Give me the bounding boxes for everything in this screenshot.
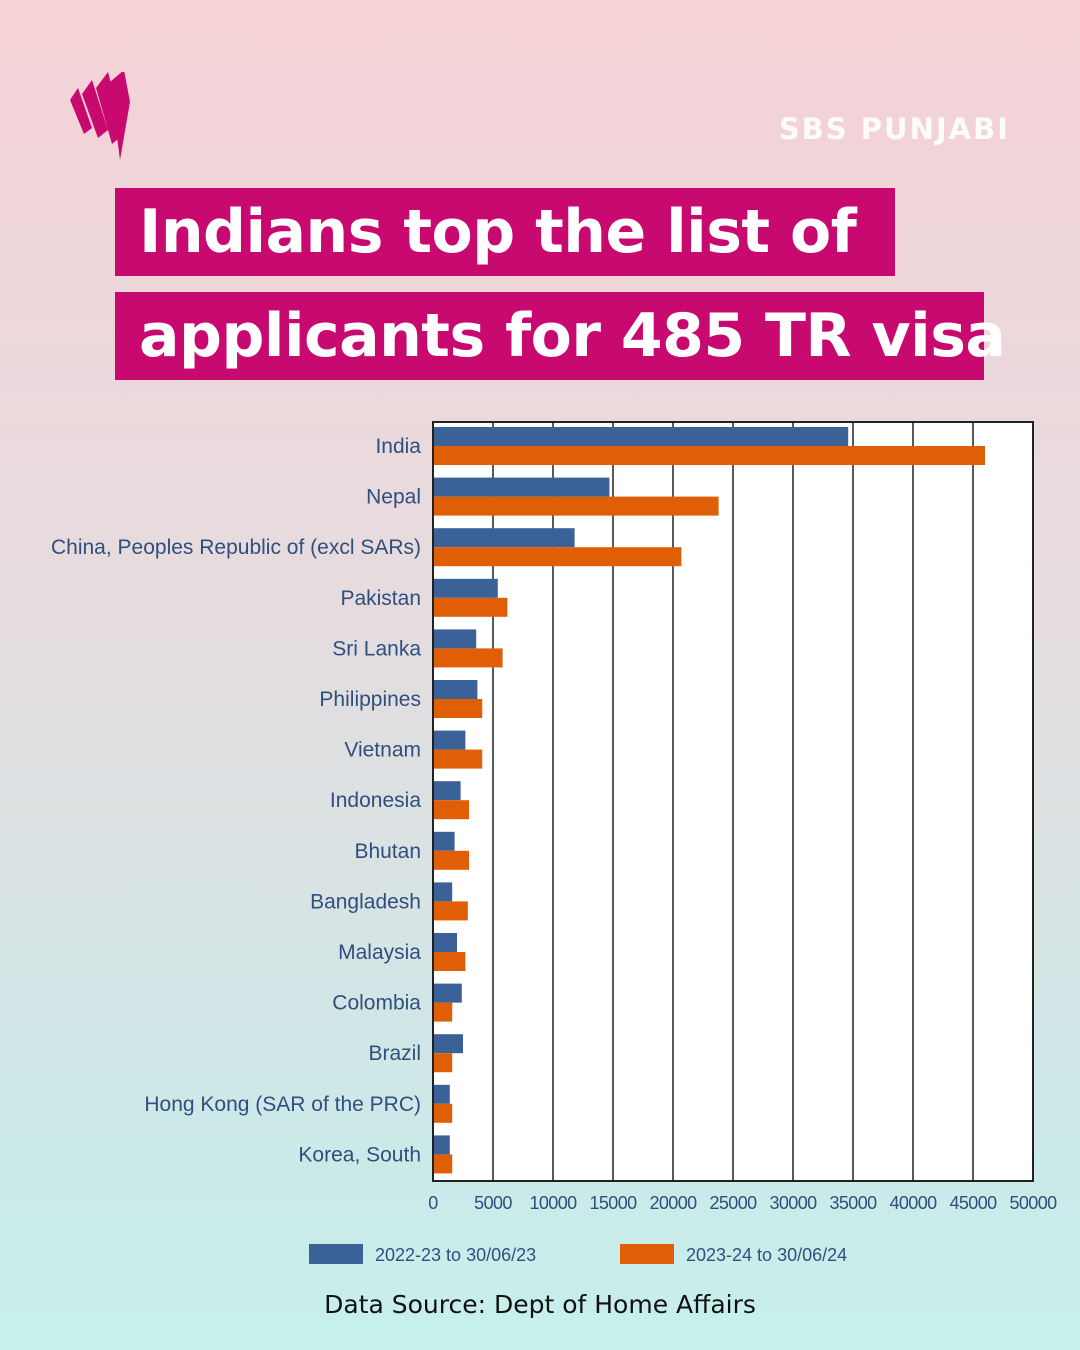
bar-1 (434, 882, 453, 902)
x-tick-label: 25000 (709, 1193, 757, 1213)
bar-1 (434, 629, 477, 649)
category-label: Colombia (332, 992, 421, 1015)
legend-swatch (309, 1244, 363, 1264)
bar-1 (434, 427, 849, 446)
x-tick-label: 10000 (529, 1193, 577, 1213)
category-label: China, Peoples Republic of (excl SARs) (51, 536, 421, 559)
legend-label: 2023-24 to 30/06/24 (686, 1245, 847, 1265)
bar-2 (434, 749, 483, 769)
bar-1 (434, 477, 610, 497)
x-tick-label: 0 (428, 1193, 438, 1213)
bar-2 (434, 800, 469, 820)
bar-1 (434, 730, 466, 750)
bar-2 (434, 446, 985, 465)
legend-label: 2022-23 to 30/06/23 (375, 1245, 536, 1265)
category-label: Philippines (319, 688, 421, 711)
bar-chart: India Nepal China, Peoples Republic of (ex… (51, 421, 1058, 1265)
bar-2 (434, 1053, 453, 1073)
data-source: Data Source: Dept of Home Affairs (324, 1290, 756, 1319)
x-tick-label: 45000 (949, 1193, 997, 1213)
bar-1 (434, 1135, 450, 1155)
x-tick-label: 30000 (769, 1193, 817, 1213)
category-label: Bhutan (354, 840, 421, 863)
chart-grid (433, 422, 1033, 1181)
x-tick-label: 5000 (474, 1193, 512, 1213)
page-title-line-1: Indians top the list of (115, 188, 895, 276)
bar-1 (434, 781, 461, 801)
x-tick-label: 50000 (1009, 1193, 1057, 1213)
category-label: Hong Kong (SAR of the PRC) (144, 1093, 421, 1116)
category-label: Vietnam (344, 739, 421, 762)
bar-1 (434, 1084, 450, 1104)
legend: 2022-23 to 30/06/23 2023-24 to 30/06/24 (309, 1244, 847, 1265)
bar-2 (434, 1103, 453, 1123)
bar-2 (434, 952, 466, 971)
bar-2 (434, 496, 719, 516)
x-tick-label: 15000 (589, 1193, 637, 1213)
bar-1 (434, 1034, 463, 1054)
brand-name: SBS PUNJABI (778, 112, 1010, 146)
x-tick-label: 20000 (649, 1193, 697, 1213)
bar-2 (434, 547, 682, 567)
category-label: India (375, 435, 421, 458)
bar-2 (434, 648, 503, 668)
category-label: Sri Lanka (332, 637, 421, 660)
category-label: Bangladesh (310, 890, 421, 913)
page-title-line-2: applicants for 485 TR visa (115, 292, 1006, 380)
bar-2 (434, 850, 469, 870)
bar-2 (434, 1002, 453, 1022)
category-label: Indonesia (330, 789, 421, 812)
legend-swatch (620, 1244, 674, 1264)
category-label: Pakistan (340, 587, 421, 610)
category-label: Brazil (368, 1042, 421, 1065)
bar-2 (434, 901, 468, 921)
bar-1 (434, 831, 455, 851)
category-label: Korea, South (298, 1143, 421, 1166)
bar-1 (434, 933, 457, 952)
bar-2 (434, 597, 508, 617)
sbs-logo-icon (70, 72, 130, 160)
bar-1 (434, 983, 462, 1003)
chart-bars (434, 427, 985, 1174)
category-label: Nepal (366, 486, 421, 509)
bar-1 (434, 680, 478, 699)
bar-1 (434, 528, 575, 548)
bar-2 (434, 1154, 453, 1174)
bar-2 (434, 699, 483, 718)
x-tick-label: 35000 (829, 1193, 877, 1213)
x-tick-labels: 0 5000 10000 15000 20000 25000 30000 35000 40000… (428, 1193, 1057, 1213)
x-tick-label: 40000 (889, 1193, 937, 1213)
bar-1 (434, 578, 498, 598)
category-labels: India Nepal China, Peoples Republic of (ex… (51, 435, 421, 1166)
category-label: Malaysia (338, 941, 421, 964)
plot-frame (432, 421, 1034, 1182)
